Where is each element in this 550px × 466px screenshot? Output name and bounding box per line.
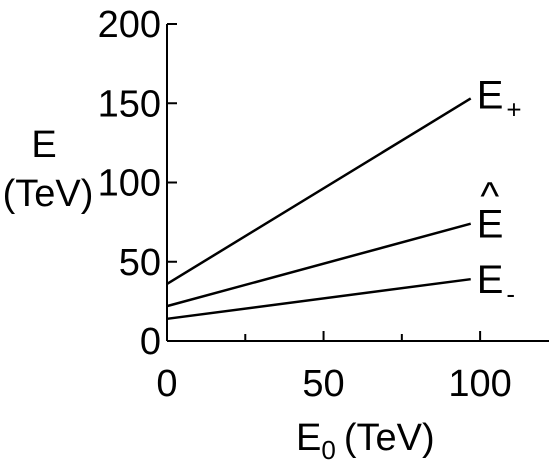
series-label-2: E (477, 203, 504, 247)
series-line-3 (166, 277, 471, 321)
y-axis-label-line1: E (31, 124, 56, 166)
y-axis-label-line2: (TeV) (3, 173, 94, 215)
series-label-main: E (477, 203, 504, 247)
y-tick-label: 100 (98, 163, 161, 205)
y-tick-label: 200 (98, 4, 161, 46)
x-tick-label: 100 (448, 363, 511, 405)
ticks (166, 23, 482, 342)
x-axis-label-sub: 0 (321, 435, 335, 465)
series-label-accent: ^ (480, 175, 499, 219)
series-labels: E +E^E - (477, 73, 522, 309)
series-label-main: E (477, 258, 504, 302)
series-label-main: E (477, 73, 504, 117)
series-line-2 (166, 222, 472, 308)
x-tick-label: 0 (156, 363, 177, 405)
x-axis-label-unit: (TeV) (344, 417, 435, 459)
x-axis-label: E0 (TeV) (296, 417, 435, 465)
series-label-3: E- (477, 258, 515, 309)
series-label-1: E + (477, 73, 522, 124)
series-label-subscript: - (506, 279, 515, 309)
y-tick-label: 150 (98, 83, 161, 125)
series-label-subscript: + (506, 94, 521, 124)
x-axis-label-main: E (296, 417, 321, 459)
y-tick-label: 50 (119, 242, 161, 284)
tick-labels: 0 50 100 150 200 0 50 100 (98, 4, 512, 405)
series-lines (166, 97, 472, 321)
x-tick-label: 50 (302, 363, 344, 405)
series-line-1 (166, 97, 472, 286)
y-tick-label: 0 (140, 321, 161, 363)
